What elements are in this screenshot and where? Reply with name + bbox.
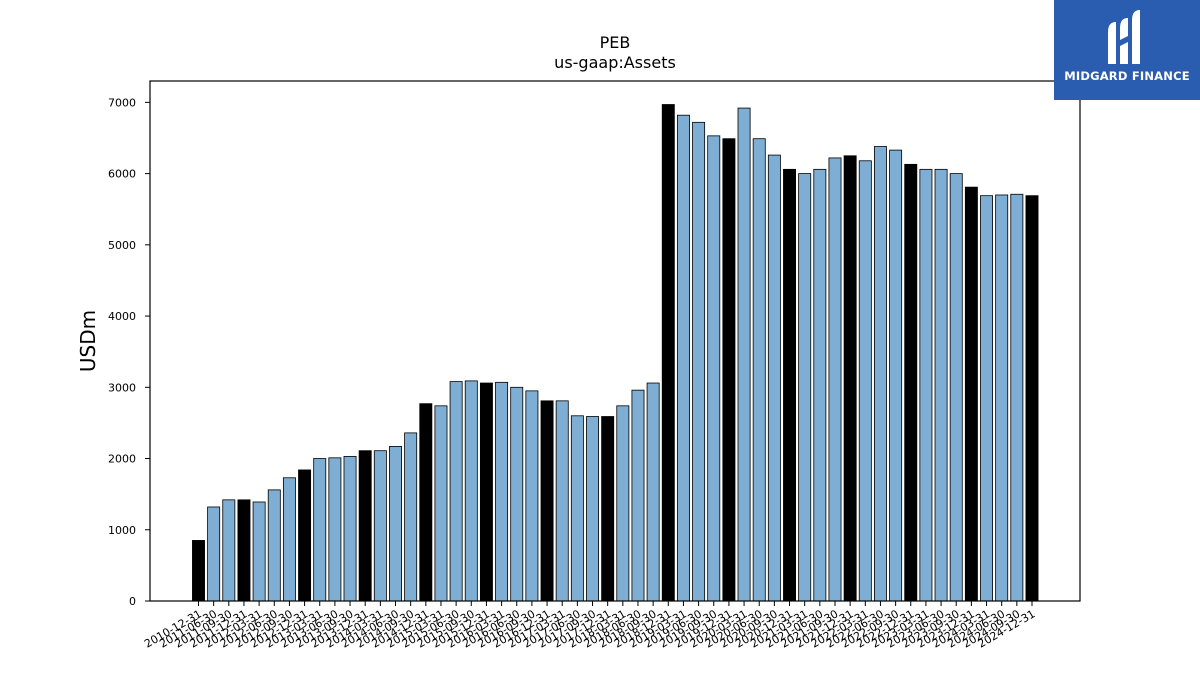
bar-2018-09-30: [646, 382, 660, 602]
bar-2020-12-31: [783, 168, 796, 602]
bar-2024-06-30: [995, 194, 1009, 602]
bar-2022-06-30: [873, 146, 887, 602]
bar-2011-09-30: [222, 499, 236, 602]
bar-2012-03-31: [252, 501, 266, 602]
bar-2016-09-30: [525, 390, 539, 602]
bar-2022-03-31: [858, 160, 872, 602]
bars-group: [192, 104, 1039, 602]
bar-2012-06-30: [267, 489, 281, 602]
bar-2020-03-31: [737, 107, 751, 602]
bar-2015-03-31: [434, 405, 448, 602]
bar-2018-03-31: [616, 405, 630, 602]
x-axis-ticks: 2010-12-312011-06-302011-09-302011-12-31…: [142, 601, 1038, 651]
y-axis-ticks: 0 1000 2000 3000 4000 5000 6000 7000: [108, 96, 150, 608]
y-tick-label: 2000: [108, 453, 136, 466]
y-tick-label: 4000: [108, 310, 136, 323]
brand-logo: MIDGARD FINANCE: [1054, 0, 1200, 100]
bar-2023-03-31: [919, 168, 933, 602]
y-tick-label: 7000: [108, 96, 136, 109]
bar-2010-12-31: [192, 540, 205, 602]
bar-2021-12-31: [843, 155, 857, 602]
y-tick-label: 5000: [108, 239, 136, 252]
bar-2011-12-31: [237, 499, 251, 602]
bar-2014-12-31: [419, 403, 433, 602]
chart-subtitle: us-gaap:Assets: [554, 53, 676, 72]
brand-name: MIDGARD FINANCE: [1064, 69, 1190, 83]
bar-2024-09-30: [1010, 193, 1024, 602]
bar-2023-06-30: [934, 168, 948, 602]
y-tick-label: 1000: [108, 524, 136, 537]
y-tick-label: 3000: [108, 381, 136, 394]
bar-2012-12-31: [298, 469, 312, 602]
bar-2019-09-30: [707, 135, 721, 602]
y-tick-label: 0: [129, 595, 136, 608]
bar-2017-03-31: [555, 400, 569, 602]
bar-2018-06-30: [631, 389, 645, 602]
bar-2013-12-31: [358, 450, 372, 602]
bar-2013-09-30: [343, 455, 357, 602]
bar-2017-12-31: [601, 416, 615, 602]
midgard-logo-icon: [1108, 10, 1140, 64]
bar-2018-12-31: [661, 104, 675, 602]
bar-2012-09-30: [282, 477, 296, 602]
bar-2016-03-31: [495, 381, 509, 602]
bar-2024-03-31: [980, 195, 993, 602]
bar-2019-03-31: [676, 114, 690, 602]
bar-2013-03-31: [313, 458, 327, 602]
bar-2014-03-31: [373, 450, 387, 602]
bar-2016-12-31: [540, 400, 554, 602]
chart-title: PEB: [600, 33, 631, 52]
y-axis-label: USDm: [76, 310, 100, 372]
bar-2013-06-30: [328, 457, 342, 602]
bar-2021-09-30: [828, 157, 842, 602]
bar-2017-06-30: [570, 415, 584, 602]
bar-2014-06-30: [389, 446, 402, 602]
bar-2021-06-30: [813, 168, 827, 602]
bar-2011-06-30: [207, 506, 221, 602]
bar-2023-09-30: [949, 173, 963, 602]
bar-2021-03-31: [798, 173, 812, 602]
plot-frame: [149, 80, 1081, 602]
bar-2020-06-30: [752, 138, 766, 602]
bar-2016-06-30: [510, 386, 524, 602]
bar-2014-09-30: [404, 432, 418, 602]
bar-2022-09-30: [889, 149, 903, 602]
bar-2019-12-31: [722, 138, 736, 602]
y-tick-label: 6000: [108, 168, 136, 181]
bar-2015-12-31: [479, 382, 493, 602]
bar-2015-06-30: [449, 381, 463, 602]
bar-2017-09-30: [586, 416, 599, 602]
bar-2020-09-30: [767, 154, 781, 602]
bar-2024-12-31: [1025, 195, 1039, 602]
bar-2023-12-31: [964, 186, 978, 602]
bar-2015-09-30: [464, 380, 478, 602]
bar-2022-12-31: [904, 163, 918, 602]
bar-2019-06-30: [692, 121, 706, 602]
